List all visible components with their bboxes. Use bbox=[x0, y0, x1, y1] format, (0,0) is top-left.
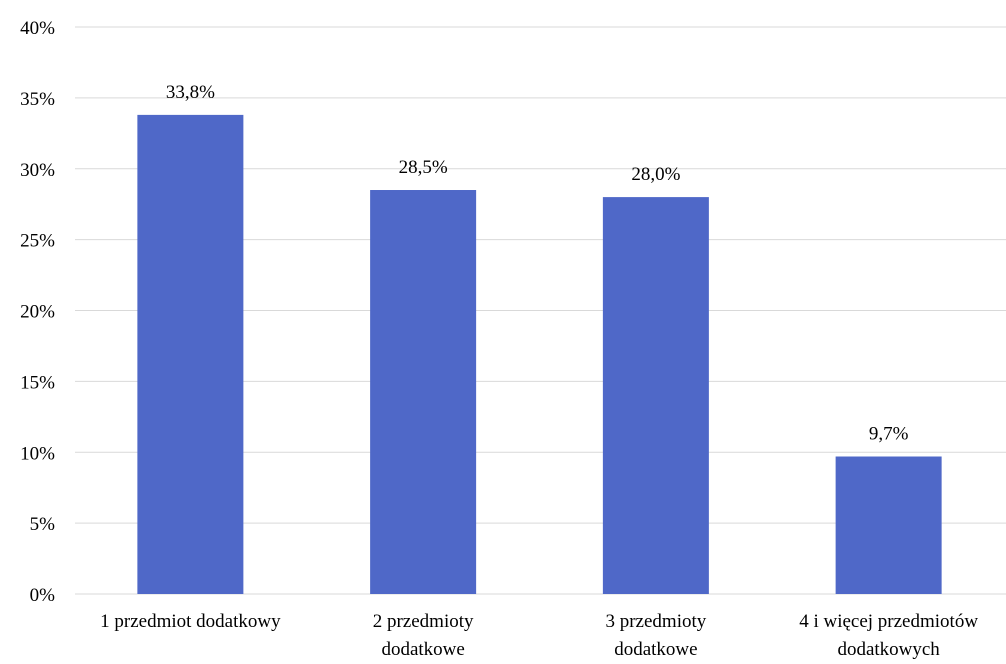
category-label: dodatkowych bbox=[837, 639, 940, 660]
bar bbox=[835, 456, 942, 594]
bar bbox=[370, 190, 477, 594]
y-tick-label: 5% bbox=[30, 514, 56, 535]
y-tick-label: 15% bbox=[20, 372, 55, 393]
data-label: 9,7% bbox=[869, 424, 909, 445]
category-label: dodatkowe bbox=[381, 639, 464, 660]
data-label: 33,8% bbox=[166, 82, 215, 103]
category-label: 4 i więcej przedmiotów bbox=[799, 611, 978, 632]
category-label: 3 przedmioty bbox=[605, 611, 706, 632]
category-labels: 1 przedmiot dodatkowy 2 przedmioty dodatko… bbox=[100, 611, 978, 660]
y-tick-label: 20% bbox=[20, 302, 55, 323]
y-tick-label: 0% bbox=[30, 585, 56, 606]
category-label: dodatkowe bbox=[614, 639, 697, 660]
y-tick-label: 25% bbox=[20, 231, 55, 252]
y-tick-label: 35% bbox=[20, 89, 55, 110]
y-axis-tick-labels: 0% 5% 10% 15% 20% 25% 30% 35% 40% bbox=[20, 18, 55, 606]
data-labels: 33,8% 28,5% 28,0% 9,7% bbox=[166, 82, 909, 445]
data-label: 28,5% bbox=[399, 157, 448, 178]
data-label: 28,0% bbox=[631, 164, 680, 185]
category-label: 1 przedmiot dodatkowy bbox=[100, 611, 281, 632]
bars bbox=[137, 114, 942, 594]
category-label: 2 przedmioty bbox=[373, 611, 474, 632]
y-tick-label: 30% bbox=[20, 160, 55, 181]
bar bbox=[137, 114, 244, 594]
bar bbox=[602, 197, 709, 594]
y-tick-label: 10% bbox=[20, 443, 55, 464]
y-tick-label: 40% bbox=[20, 18, 55, 39]
